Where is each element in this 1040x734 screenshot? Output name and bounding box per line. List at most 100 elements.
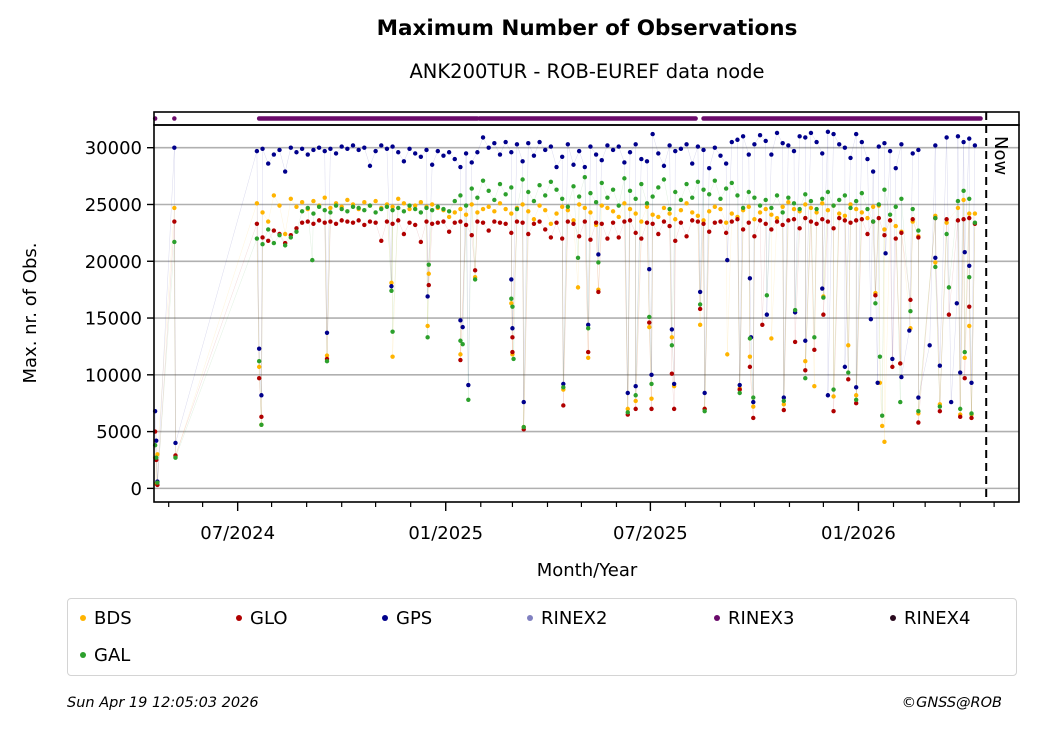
data-point-gal: [514, 206, 520, 212]
data-point-gps: [333, 151, 339, 156]
data-point-gps: [706, 165, 712, 171]
data-point-gal: [510, 304, 515, 309]
points-layer: [152, 129, 978, 488]
data-point-glo: [256, 376, 262, 381]
data-point-gal: [740, 205, 746, 211]
data-point-gal: [842, 193, 848, 198]
data-point-gal: [669, 343, 675, 348]
data-point-bds: [418, 200, 424, 205]
data-point-glo: [882, 232, 887, 238]
data-point-gal: [690, 195, 695, 200]
legend-item-gps: GPS: [382, 605, 432, 631]
data-point-gal: [389, 288, 394, 293]
data-point-gps: [725, 257, 730, 263]
data-point-gal: [537, 182, 542, 188]
data-point-bds: [396, 196, 401, 202]
data-point-gal: [288, 235, 294, 240]
data-point-glo: [846, 377, 851, 382]
y-tick-label: 10000: [85, 365, 142, 386]
legend-label: BDS: [94, 607, 132, 629]
data-point-gal: [345, 209, 350, 214]
data-point-gps: [962, 249, 967, 255]
data-point-gal: [596, 260, 601, 265]
data-point-gal: [853, 397, 859, 403]
data-point-bds: [271, 193, 277, 198]
data-point-gal: [972, 220, 978, 225]
data-point-gps: [390, 144, 395, 149]
data-point-bds: [650, 212, 655, 217]
data-point-bds: [746, 204, 751, 209]
data-point-gps: [875, 380, 880, 385]
data-point-gal: [575, 255, 581, 261]
data-point-gal: [407, 203, 412, 208]
data-point-gps: [259, 393, 264, 398]
data-point-gal: [859, 190, 865, 196]
data-point-bds: [288, 196, 294, 202]
data-point-bds: [520, 202, 525, 207]
data-point-glo: [899, 230, 904, 236]
legend-label: RINEX3: [728, 607, 795, 629]
data-point-gal: [311, 211, 316, 216]
data-point-gps: [757, 133, 763, 138]
data-point-gal: [497, 181, 503, 187]
data-point-bds: [256, 364, 262, 370]
data-point-glo: [797, 226, 802, 231]
data-point-glo: [475, 219, 480, 224]
data-point-glo: [706, 229, 712, 234]
data-point-gps: [509, 150, 514, 155]
data-point-gal: [509, 185, 514, 190]
data-point-bds: [492, 209, 497, 214]
x-tick-label: 07/2025: [613, 523, 688, 544]
y-axis-label: Max. nr. of Obs.: [20, 242, 41, 383]
data-point-glo: [644, 220, 650, 225]
data-point-gal: [561, 385, 566, 390]
data-point-glo: [561, 403, 566, 408]
data-point-gal: [764, 293, 770, 298]
data-point-gal: [893, 204, 898, 209]
data-point-gal: [622, 176, 627, 181]
legend-item-bds: BDS: [80, 605, 132, 631]
data-point-gal: [967, 196, 972, 202]
data-point-gal: [958, 406, 963, 412]
data-point-gps: [458, 164, 463, 170]
data-point-bds: [559, 204, 565, 209]
data-point-gal: [429, 207, 435, 213]
data-point-glo: [412, 222, 418, 228]
data-point-gps: [853, 131, 859, 137]
data-point-bds: [712, 204, 718, 209]
y-tick-label: 5000: [96, 422, 142, 443]
data-point-glo: [582, 219, 588, 224]
data-point-gal: [426, 262, 431, 267]
data-point-bds: [605, 205, 610, 211]
data-point-gal: [751, 395, 756, 400]
data-point-bds: [831, 394, 836, 399]
data-point-glo: [684, 234, 689, 239]
legend-label: RINEX2: [541, 607, 608, 629]
axes-layer: 0 5000 10000 15000 20000 25000 30000 07/2024 01/…: [85, 138, 995, 544]
data-point-bds: [362, 200, 367, 205]
data-point-gps: [887, 148, 893, 154]
data-point-glo: [294, 226, 299, 231]
data-point-bds: [882, 227, 887, 232]
series-line-gps: [154, 131, 976, 482]
data-point-bds: [373, 198, 378, 204]
data-point-glo: [944, 217, 949, 222]
data-point-glo: [446, 229, 452, 234]
data-point-gps: [418, 154, 424, 159]
data-point-gal: [814, 206, 819, 212]
data-point-gps: [825, 129, 831, 135]
data-point-glo: [510, 349, 515, 355]
data-point-bds: [678, 207, 684, 213]
data-point-glo: [633, 230, 638, 236]
data-point-gal: [356, 205, 361, 211]
data-point-glo: [825, 219, 831, 224]
data-point-bds: [486, 204, 491, 209]
data-point-gps: [814, 139, 819, 145]
data-point-bds: [390, 354, 395, 359]
data-point-gal: [299, 209, 305, 214]
data-point-gal: [792, 307, 798, 313]
data-point-gal: [803, 376, 808, 381]
data-point-glo: [418, 239, 424, 245]
data-point-bds: [656, 214, 661, 220]
data-point-gal: [384, 204, 390, 209]
